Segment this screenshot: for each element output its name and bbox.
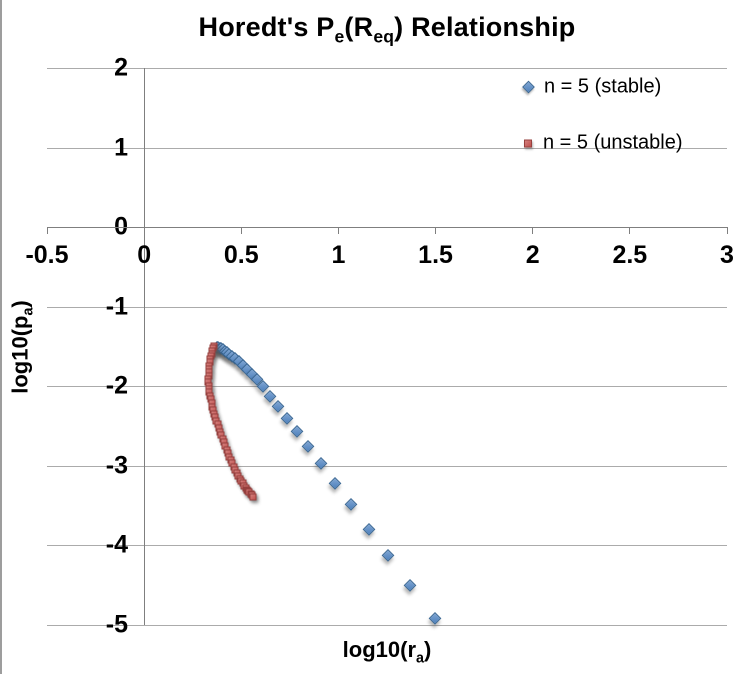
x-axis-line [47,227,727,229]
x-tick-label: 0.5 [223,241,259,269]
data-point-diamond[interactable] [272,400,285,413]
data-point-diamond[interactable] [382,548,395,561]
x-tick-mark [435,227,437,235]
y-tick-label: -1 [105,292,128,321]
data-point-square[interactable] [249,493,257,501]
x-tick-label: 2 [525,241,540,269]
x-tick-label: 3 [720,241,734,269]
chart-right-border [0,0,2,674]
x-tick-mark [726,227,728,235]
axis-title-text-run: ) [423,637,432,662]
data-point-diamond[interactable] [362,522,375,535]
x-tick-label: -0.5 [25,241,69,269]
data-point-diamond[interactable] [428,612,441,625]
x-tick-label: 2.5 [612,241,648,269]
data-point-diamond[interactable] [344,498,357,511]
data-point-diamond[interactable] [301,440,314,453]
y-gridline [47,545,727,547]
axis-title-subscript: a [20,307,37,316]
legend-label: n = 5 (unstable) [543,131,683,154]
title-text-run: ) Relationship [394,12,576,42]
y-gridline [47,306,727,308]
legend-item-stable[interactable]: n = 5 (stable) [522,75,662,99]
y-gridline [47,465,727,467]
y-axis-line [143,68,145,625]
x-tick-mark [629,227,631,235]
x-tick-mark [337,227,339,235]
y-tick-label: -4 [105,530,128,559]
chart-title: Horedt's Pe(Req) Relationship [47,12,727,47]
y-gridline [47,68,727,69]
legend-item-unstable[interactable]: n = 5 (unstable) [524,132,683,155]
y-axis-title: log10(pa) [7,300,36,394]
x-tick-mark [240,227,242,235]
x-tick-mark [532,227,534,235]
legend-label: n = 5 (stable) [544,75,662,98]
title-subscript: eq [373,26,395,47]
data-point-diamond[interactable] [280,412,293,425]
y-gridline [47,147,727,149]
x-tick-mark [46,227,48,235]
data-point-diamond[interactable] [264,389,277,402]
stable-series-diamond-icon [522,80,535,94]
x-tick-label: 1.5 [418,241,453,269]
y-gridline [47,625,727,626]
axis-title-text-run: ) [7,300,33,308]
y-tick-label: 1 [114,133,128,162]
axis-title-text-run: log10(p [7,315,33,394]
axis-title-subscript: a [416,650,424,667]
unstable-series-square-icon [524,139,532,147]
data-point-diamond[interactable] [328,476,341,489]
y-tick-label: 0 [50,214,128,240]
y-tick-label: -5 [105,610,128,639]
y-tick-label: -3 [105,451,128,480]
y-tick-label: 2 [114,53,128,82]
x-axis-title: log10(ra) [47,637,727,666]
x-tick-mark [143,227,145,235]
y-tick-label: -2 [105,371,128,400]
data-point-diamond[interactable] [290,425,303,438]
axis-title-text-run: log10(r [342,637,417,662]
x-tick-label: 1 [331,241,346,269]
title-text-run: (R [344,12,374,42]
title-subscript: e [334,26,345,47]
data-point-diamond[interactable] [404,578,417,591]
title-text-run: Horedt's P [198,12,335,42]
y-gridline [47,386,727,388]
x-tick-label: 0 [137,241,152,269]
data-point-diamond[interactable] [314,457,327,470]
